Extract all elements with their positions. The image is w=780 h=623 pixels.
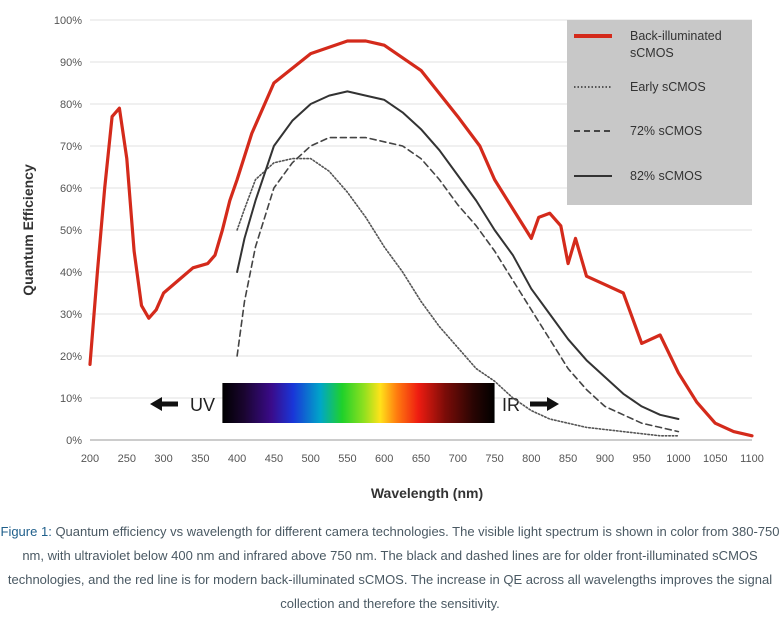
legend-label: Early sCMOS — [630, 80, 706, 94]
y-tick-label: 90% — [60, 57, 82, 69]
x-tick-label: 550 — [338, 453, 356, 465]
series-line-back-illuminated-scmos — [88, 39, 754, 438]
x-tick-label: 800 — [522, 453, 540, 465]
x-tick-label: 250 — [118, 453, 136, 465]
y-tick-label: 80% — [60, 99, 82, 111]
uv-label: UV — [190, 395, 215, 415]
spectrum-band: UV IR — [150, 383, 559, 423]
legend: Back-illuminated sCMOS Early sCMOS 72% sCMO… — [567, 20, 752, 205]
x-tick-label: 1000 — [666, 453, 690, 465]
x-axis-ticks: 200 250 300 350 400 450 500 550 600 650 700 750 800 8… — [81, 453, 764, 465]
legend-label: Back-illuminated sCMOS — [630, 29, 722, 60]
y-tick-label: 60% — [60, 183, 82, 195]
series-line-72-scmos — [236, 136, 680, 433]
x-tick-label: 450 — [265, 453, 283, 465]
x-tick-label: 500 — [301, 453, 319, 465]
series-line-early-scmos — [236, 157, 680, 437]
x-tick-label: 950 — [632, 453, 650, 465]
ir-arrow-icon — [530, 397, 559, 411]
y-axis-ticks: 0% 10% 20% 30% 40% 50% 60% 70% 80% 90% 100% — [54, 15, 82, 447]
x-tick-label: 1050 — [703, 453, 727, 465]
legend-label: 72% sCMOS — [630, 124, 702, 138]
x-tick-label: 650 — [412, 453, 430, 465]
x-tick-label: 350 — [191, 453, 209, 465]
uv-arrow-icon — [150, 397, 178, 411]
x-tick-label: 600 — [375, 453, 393, 465]
x-tick-label: 750 — [485, 453, 503, 465]
y-tick-label: 40% — [60, 267, 82, 279]
caption-label: Figure 1: — [0, 524, 52, 539]
caption-text: Quantum efficiency vs wavelength for dif… — [7, 524, 780, 611]
figure-caption: Figure 1: Quantum efficiency vs waveleng… — [0, 520, 780, 616]
y-tick-label: 100% — [54, 15, 82, 27]
x-tick-label: 200 — [81, 453, 99, 465]
x-tick-label: 300 — [154, 453, 172, 465]
legend-box — [567, 20, 752, 205]
x-tick-label: 1100 — [740, 453, 764, 465]
legend-label: 82% sCMOS — [630, 169, 702, 183]
x-tick-label: 850 — [559, 453, 577, 465]
qe-chart: 200 250 300 350 400 450 500 550 600 650 700 750 800 8… — [20, 15, 764, 501]
y-tick-label: 30% — [60, 309, 82, 321]
y-tick-label: 0% — [66, 435, 82, 447]
x-tick-label: 900 — [596, 453, 614, 465]
x-axis-label: Wavelength (nm) — [371, 485, 483, 501]
visible-spectrum-bar — [222, 383, 495, 423]
y-tick-label: 50% — [60, 225, 82, 237]
x-tick-label: 400 — [228, 453, 246, 465]
y-tick-label: 10% — [60, 393, 82, 405]
ir-label: IR — [502, 395, 520, 415]
series-lines — [88, 39, 754, 438]
y-tick-label: 20% — [60, 351, 82, 363]
y-tick-label: 70% — [60, 141, 82, 153]
series-line-82-scmos — [236, 90, 680, 420]
y-axis-label: Quantum Efficiency — [20, 164, 36, 296]
x-tick-label: 700 — [449, 453, 467, 465]
